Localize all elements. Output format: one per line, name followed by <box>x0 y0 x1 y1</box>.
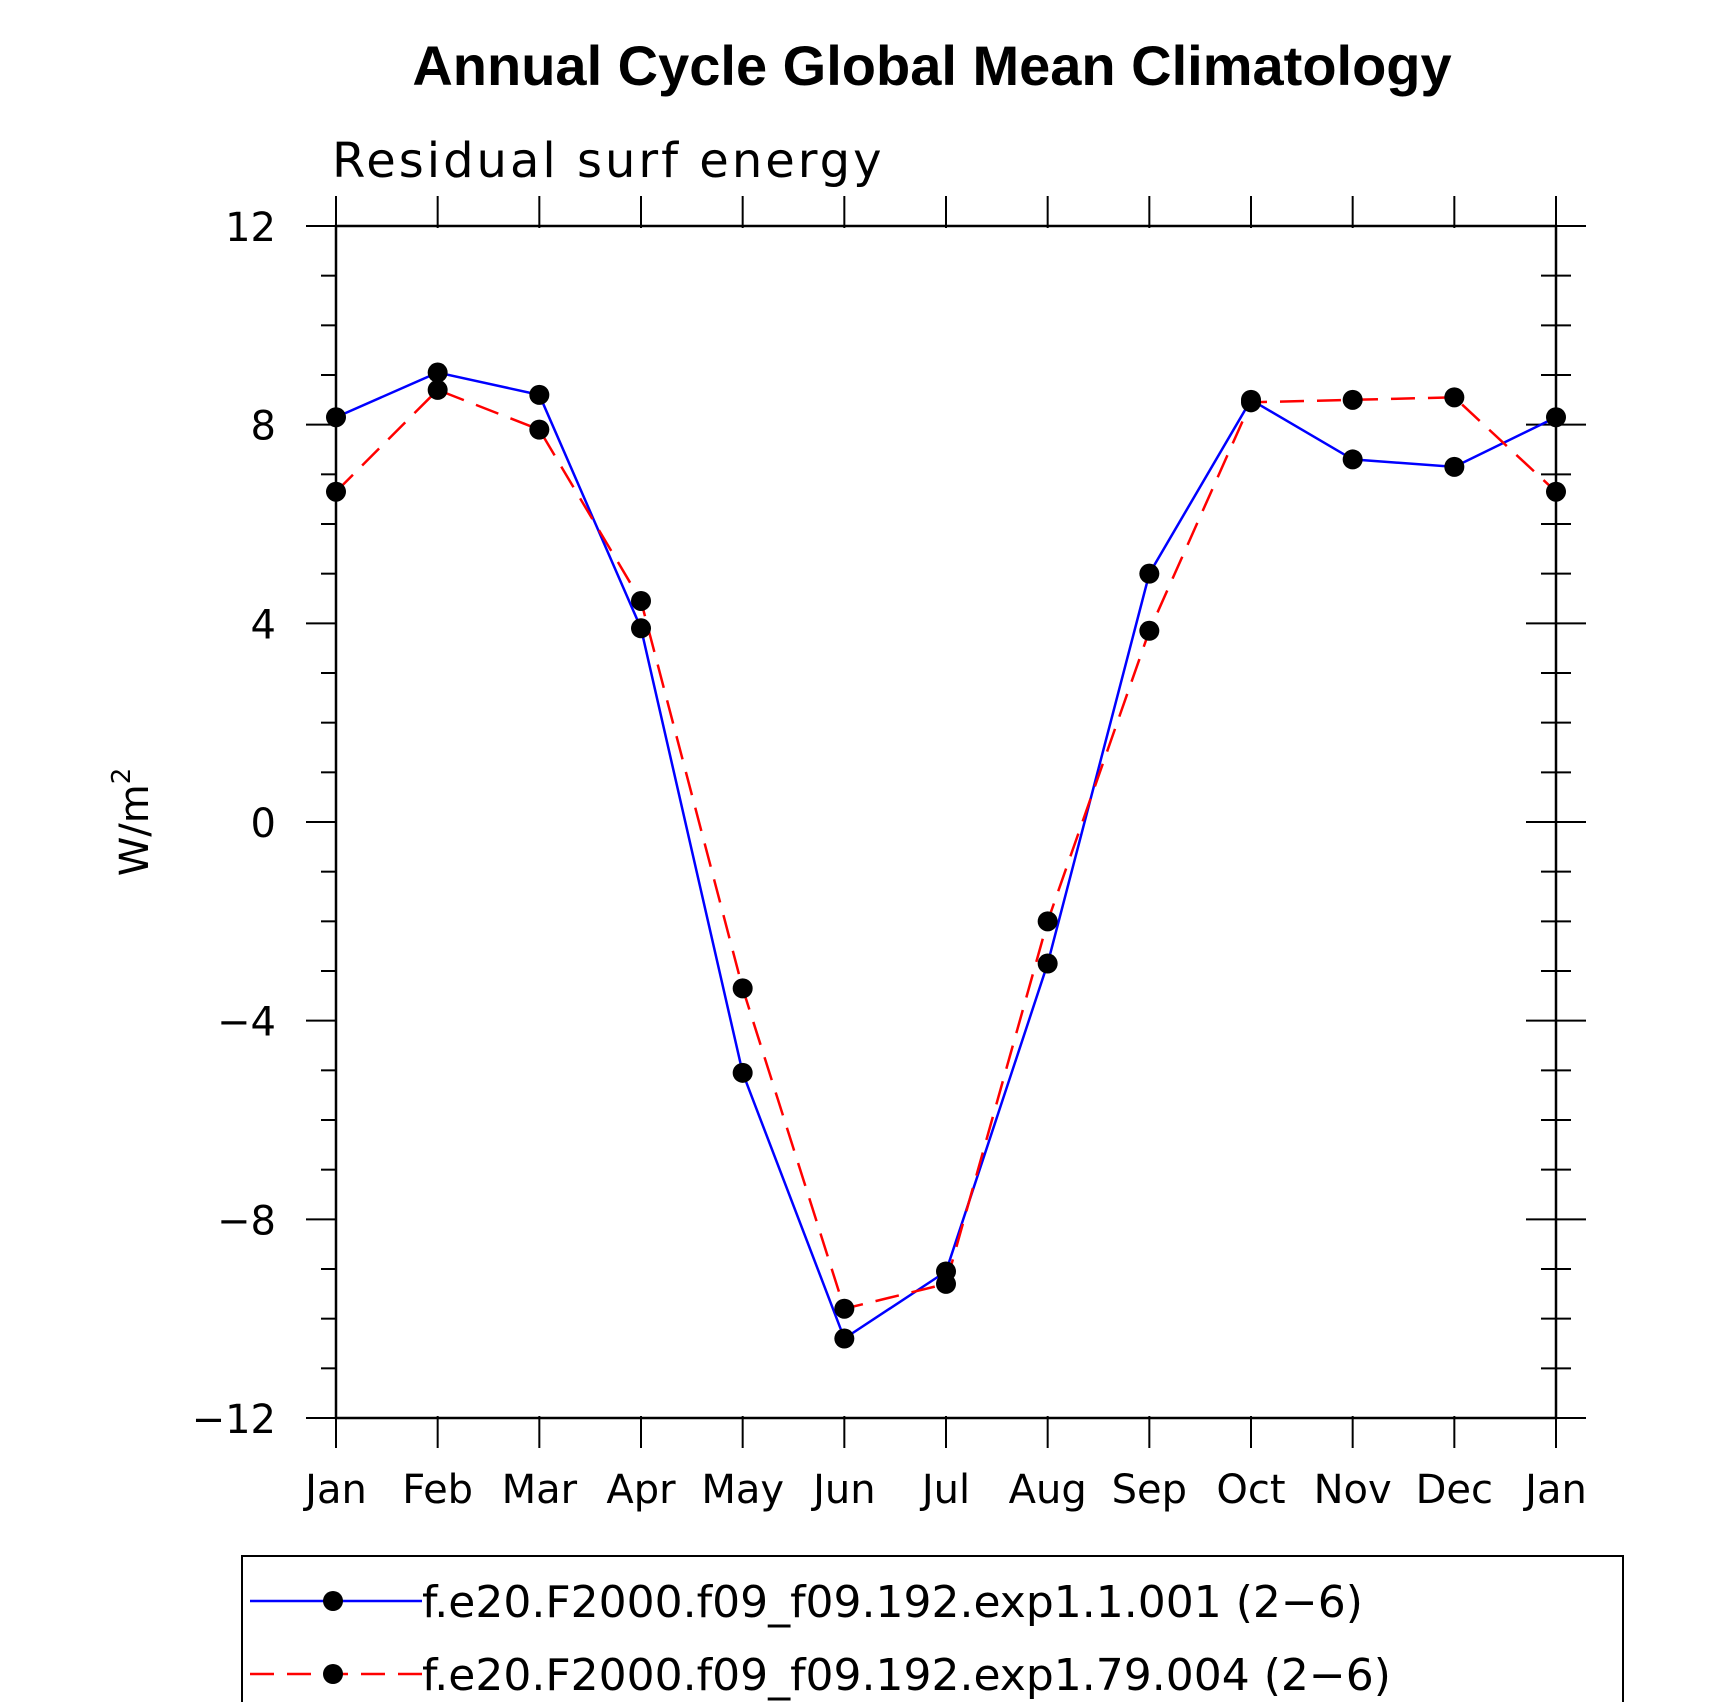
x-tick-label: Jun <box>810 1467 876 1513</box>
svg-text:W/m2: W/m2 <box>107 768 158 877</box>
y-axis-label-superscript: 2 <box>107 768 137 785</box>
x-tick-label: Jan <box>302 1467 367 1513</box>
data-point-series-1 <box>326 407 346 428</box>
series-lines <box>335 371 1557 1341</box>
data-point-series-1 <box>834 1328 855 1349</box>
data-point-series-2 <box>1139 620 1160 641</box>
y-tick-label: −8 <box>217 1198 276 1244</box>
data-point-series-1 <box>1444 456 1465 477</box>
data-point-series-2 <box>834 1298 855 1319</box>
data-point-series-1 <box>1037 953 1058 974</box>
data-point-series-1 <box>529 384 550 405</box>
y-tick-label: −4 <box>217 1000 276 1046</box>
data-point-series-2 <box>427 379 448 400</box>
x-tick-label: Aug <box>1009 1467 1087 1513</box>
series-line-2 <box>335 388 1557 1311</box>
data-point-series-1 <box>1139 563 1160 584</box>
x-tick-label: Jul <box>919 1467 970 1513</box>
data-point-series-2 <box>529 419 550 440</box>
x-tick-label: Oct <box>1216 1467 1285 1513</box>
x-tick-label: Nov <box>1314 1467 1392 1513</box>
x-tick-label: Jan <box>1522 1467 1587 1513</box>
x-tick-label: Sep <box>1112 1467 1187 1513</box>
markers <box>326 362 1566 1349</box>
y-tick-label: 4 <box>251 602 276 648</box>
data-point-series-2 <box>1037 911 1058 932</box>
y-tick-label: 0 <box>251 801 276 847</box>
x-tick-label: Apr <box>606 1467 676 1513</box>
x-tick-label: Mar <box>502 1467 578 1513</box>
legend-marker-1 <box>323 1591 343 1611</box>
x-tick-label: Feb <box>402 1467 473 1513</box>
y-tick-label: 8 <box>251 404 276 450</box>
legend-label-2: f.e20.F2000.f09_f09.192.exp1.79.004 (2−6… <box>422 1650 1391 1701</box>
data-point-series-2 <box>936 1273 956 1294</box>
y-tick-label: 12 <box>225 205 276 251</box>
data-point-series-2 <box>732 978 753 999</box>
x-tick-label: Dec <box>1416 1467 1493 1513</box>
axes: −12 −8 −4 0 4 8 12 Jan Feb Mar Apr May Jun Jul Aug Sep O… <box>192 196 1587 1513</box>
data-point-series-2 <box>1444 387 1465 408</box>
legend-marker-2 <box>323 1664 343 1684</box>
data-point-series-1 <box>631 618 651 639</box>
data-point-series-1 <box>1342 449 1363 470</box>
data-point-series-2 <box>1241 392 1261 413</box>
y-tick-label: −12 <box>192 1397 276 1443</box>
x-tick-label: May <box>701 1467 784 1513</box>
data-point-series-2 <box>326 481 346 502</box>
chart-subtitle: Residual surf energy <box>332 133 885 189</box>
legend: f.e20.F2000.f09_f09.192.exp1.1.001 (2−6)… <box>241 1555 1624 1702</box>
legend-box <box>241 1555 1624 1702</box>
chart-title: Annual Cycle Global Mean Climatology <box>412 34 1451 97</box>
data-point-series-1 <box>732 1062 753 1083</box>
series-line-1 <box>335 371 1557 1341</box>
legend-label-1: f.e20.F2000.f09_f09.192.exp1.1.001 (2−6) <box>422 1577 1363 1628</box>
y-axis-label-text: W/m <box>112 784 158 876</box>
plot-frame <box>334 224 1558 1420</box>
y-axis-label: W/m2 <box>107 768 158 877</box>
data-point-series-2 <box>1342 389 1363 410</box>
data-point-series-1 <box>1546 407 1566 428</box>
data-point-series-2 <box>1546 481 1566 502</box>
data-point-series-2 <box>631 590 651 611</box>
data-point-series-1 <box>427 362 448 383</box>
